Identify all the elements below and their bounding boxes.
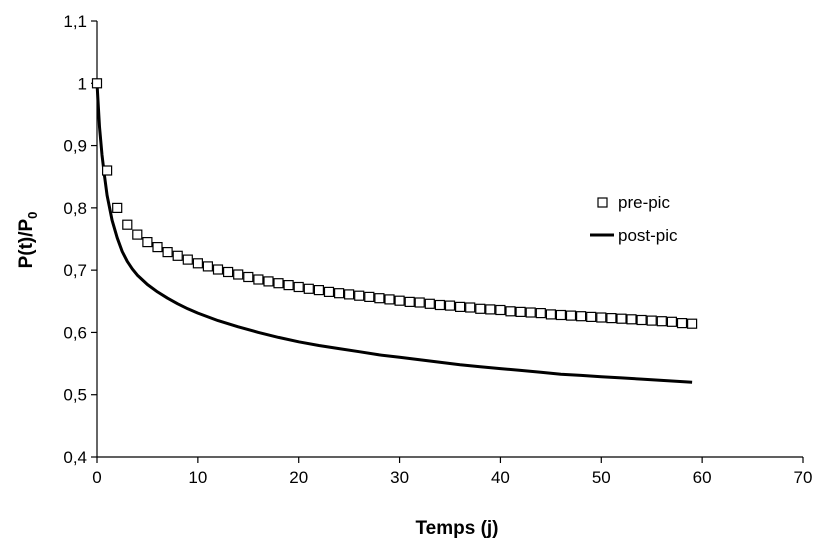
data-point-pre-pic xyxy=(223,266,234,278)
data-point-pre-pic xyxy=(656,316,667,327)
data-point-pre-pic xyxy=(666,316,678,327)
data-point-pre-pic xyxy=(273,278,284,289)
data-point-pre-pic xyxy=(313,285,324,296)
data-point-pre-pic xyxy=(192,258,203,269)
y-tick-label: 0,8 xyxy=(63,199,87,218)
data-point-pre-pic xyxy=(212,264,224,275)
data-point-pre-pic xyxy=(414,297,425,308)
data-point-pre-pic xyxy=(535,308,546,319)
data-point-pre-pic xyxy=(616,313,627,324)
data-point-pre-pic xyxy=(202,261,213,272)
data-point-pre-pic xyxy=(515,306,526,317)
data-point-pre-pic xyxy=(91,78,103,89)
data-point-pre-pic xyxy=(253,274,264,285)
legend-marker-pre-pic xyxy=(597,197,608,208)
data-point-pre-pic xyxy=(132,229,143,240)
data-point-pre-pic xyxy=(455,301,466,312)
data-point-pre-pic xyxy=(626,314,637,325)
x-axis-title: Temps (j) xyxy=(415,518,498,539)
data-point-pre-pic xyxy=(424,298,435,309)
data-point-pre-pic xyxy=(444,300,456,311)
data-point-pre-pic xyxy=(686,318,698,329)
data-point-pre-pic xyxy=(646,315,657,326)
data-point-pre-pic xyxy=(263,276,274,287)
data-point-pre-pic xyxy=(303,283,314,294)
data-point-pre-pic xyxy=(606,313,617,324)
x-tick-label: 50 xyxy=(592,468,611,487)
series-line-post-pic xyxy=(95,83,693,384)
data-point-pre-pic xyxy=(676,318,688,329)
x-tick-label: 60 xyxy=(693,468,712,487)
x-tick-label: 20 xyxy=(289,468,308,487)
y-axis-title: P(t)/P0 xyxy=(16,212,40,269)
y-tick-label: 1,1 xyxy=(63,12,87,31)
data-point-pre-pic xyxy=(344,289,355,300)
data-point-pre-pic xyxy=(485,304,496,315)
x-axis-ticks: 0 10 20 30 40 50 60 70 xyxy=(92,457,812,487)
y-axis-ticks: 0,4 0,5 0,6 0,7 0,8 0,9 1 1,1 xyxy=(63,12,97,467)
data-point-pre-pic xyxy=(101,165,113,176)
legend-label-post-pic: post-pic xyxy=(618,226,678,245)
data-point-pre-pic xyxy=(172,250,183,261)
data-point-pre-pic xyxy=(323,286,335,297)
data-point-pre-pic xyxy=(575,311,587,322)
data-point-pre-pic xyxy=(565,310,577,321)
data-point-pre-pic xyxy=(434,299,445,311)
x-tick-label: 30 xyxy=(390,468,409,487)
y-tick-label: 1 xyxy=(78,74,87,93)
data-point-pre-pic xyxy=(495,304,506,316)
y-tick-label: 0,7 xyxy=(63,261,87,280)
data-point-pre-pic xyxy=(505,306,516,317)
data-point-pre-pic xyxy=(354,290,365,301)
y-tick-label: 0,4 xyxy=(63,448,87,467)
data-point-pre-pic xyxy=(122,219,133,230)
data-point-pre-pic xyxy=(555,309,567,321)
data-point-pre-pic xyxy=(636,314,647,326)
x-tick-label: 40 xyxy=(491,468,510,487)
series-layer xyxy=(91,78,698,384)
data-point-pre-pic xyxy=(162,247,173,258)
y-tick-label: 0,6 xyxy=(63,323,87,342)
data-point-pre-pic xyxy=(283,280,294,291)
data-point-pre-pic xyxy=(293,281,304,293)
data-point-pre-pic xyxy=(142,237,153,248)
y-tick-label: 0,5 xyxy=(63,386,87,405)
data-point-pre-pic xyxy=(384,294,395,305)
y-axis-title-subscript: 0 xyxy=(25,212,40,219)
legend-label-pre-pic: pre-pic xyxy=(618,193,670,212)
data-point-pre-pic xyxy=(545,309,557,320)
data-point-pre-pic xyxy=(112,202,123,213)
legend: pre-pic post-pic xyxy=(590,193,678,245)
data-point-pre-pic xyxy=(586,311,597,322)
data-point-pre-pic xyxy=(182,254,193,265)
data-point-pre-pic xyxy=(364,291,375,302)
x-tick-label: 0 xyxy=(92,468,101,487)
data-point-pre-pic xyxy=(596,312,607,323)
data-point-pre-pic xyxy=(334,288,345,299)
data-point-pre-pic xyxy=(475,303,486,314)
y-axis-title-main: P(t)/P xyxy=(16,218,37,268)
data-point-pre-pic xyxy=(243,271,254,283)
data-point-pre-pic xyxy=(465,302,476,313)
data-point-pre-pic xyxy=(152,242,163,253)
x-tick-label: 70 xyxy=(794,468,813,487)
y-tick-label: 0,9 xyxy=(63,137,87,156)
data-point-pre-pic xyxy=(404,296,415,307)
data-point-pre-pic xyxy=(394,295,405,306)
data-point-pre-pic xyxy=(233,269,244,280)
data-point-pre-pic xyxy=(525,307,536,318)
data-point-pre-pic xyxy=(374,293,385,304)
x-tick-label: 10 xyxy=(188,468,207,487)
